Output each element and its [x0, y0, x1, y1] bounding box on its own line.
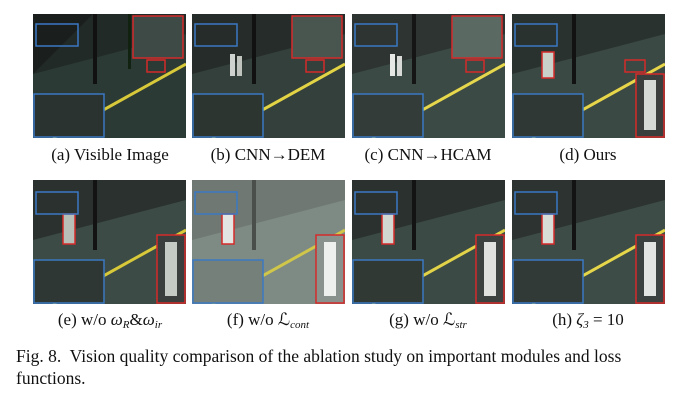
caption-b: (b) CNN→DEM — [210, 145, 326, 164]
street-scene-image — [352, 180, 505, 304]
caption-e-omega: ω — [110, 310, 123, 329]
caption-h: (h) ζ3 = 10 — [503, 310, 673, 335]
caption-e-sub-ir: ir — [154, 319, 163, 331]
caption-e-omega2: ω — [142, 310, 155, 329]
caption-f: (f) w/o ℒcont — [183, 310, 353, 335]
caption-h-suffix: = 10 — [588, 310, 624, 329]
panel-cnn-dem — [192, 14, 345, 138]
street-scene-image — [512, 180, 665, 304]
caption-c: (c) CNN→HCAM — [364, 145, 492, 164]
caption-e-prefix: (e) w/o — [57, 310, 111, 329]
figure-caption: Fig. 8. Vision quality comparison of the… — [16, 345, 672, 389]
street-scene-image — [352, 14, 505, 138]
caption-h-zeta: ζ — [576, 310, 584, 329]
caption-f-prefix: (f) w/o — [226, 310, 278, 329]
street-scene-image — [33, 180, 186, 304]
caption-h-sub: 3 — [583, 319, 589, 331]
caption-h-prefix: (h) — [552, 310, 577, 329]
caption-g: (g) w/o ℒstr — [343, 310, 513, 335]
caption-f-L: ℒ — [277, 310, 291, 329]
caption-f-sub: cont — [290, 319, 310, 331]
caption-g-sub: str — [455, 319, 467, 331]
panel-visible-image — [33, 14, 186, 138]
caption-d: (d) Ours — [559, 145, 617, 164]
panel-wo-lstr — [352, 180, 505, 304]
caption-g-L: ℒ — [442, 310, 456, 329]
figure-caption-text: Vision quality comparison of the ablatio… — [16, 346, 622, 388]
caption-e-sub-r: R — [122, 319, 130, 331]
panel-cnn-hcam — [352, 14, 505, 138]
panel-zeta3-10 — [512, 180, 665, 304]
figure-caption-label: Fig. 8. — [16, 346, 62, 366]
street-scene-image — [33, 14, 186, 138]
street-scene-image — [192, 180, 345, 304]
street-scene-image — [192, 14, 345, 138]
caption-e-amp: & — [129, 310, 143, 329]
caption-e: (e) w/o ωR&ωir — [25, 310, 195, 335]
panel-wo-lcont — [192, 180, 345, 304]
street-scene-image — [512, 14, 665, 138]
panel-wo-omega — [33, 180, 186, 304]
panel-ours — [512, 14, 665, 138]
caption-a: (a) Visible Image — [51, 145, 169, 164]
caption-g-prefix: (g) w/o — [389, 310, 443, 329]
